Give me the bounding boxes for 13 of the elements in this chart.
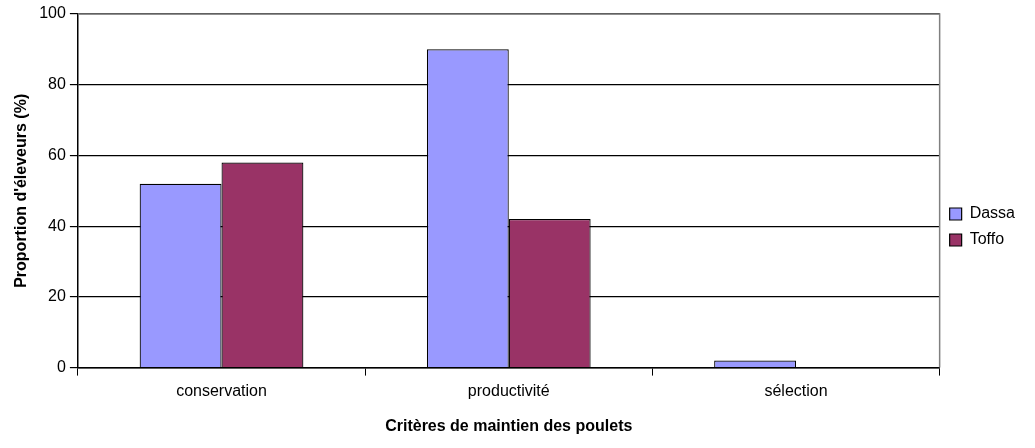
legend-label: Dassa <box>969 204 1016 222</box>
x-tick-label: productivité <box>467 381 550 399</box>
y-tick-label: 40 <box>48 216 66 234</box>
y-tick-label: 100 <box>39 4 66 22</box>
y-axis-title: Proportion d'éleveurs (%) <box>12 93 30 288</box>
y-tick-label: 20 <box>48 287 66 305</box>
x-axis-title: Critères de maintien des poulets <box>385 416 633 434</box>
y-tick-label: 0 <box>56 358 66 376</box>
x-tick-label: sélection <box>764 381 828 399</box>
x-tick-label: conservation <box>176 381 267 399</box>
y-tick-label: 80 <box>48 75 66 93</box>
legend-label: Toffo <box>969 230 1005 248</box>
y-tick-label: 60 <box>48 145 66 163</box>
